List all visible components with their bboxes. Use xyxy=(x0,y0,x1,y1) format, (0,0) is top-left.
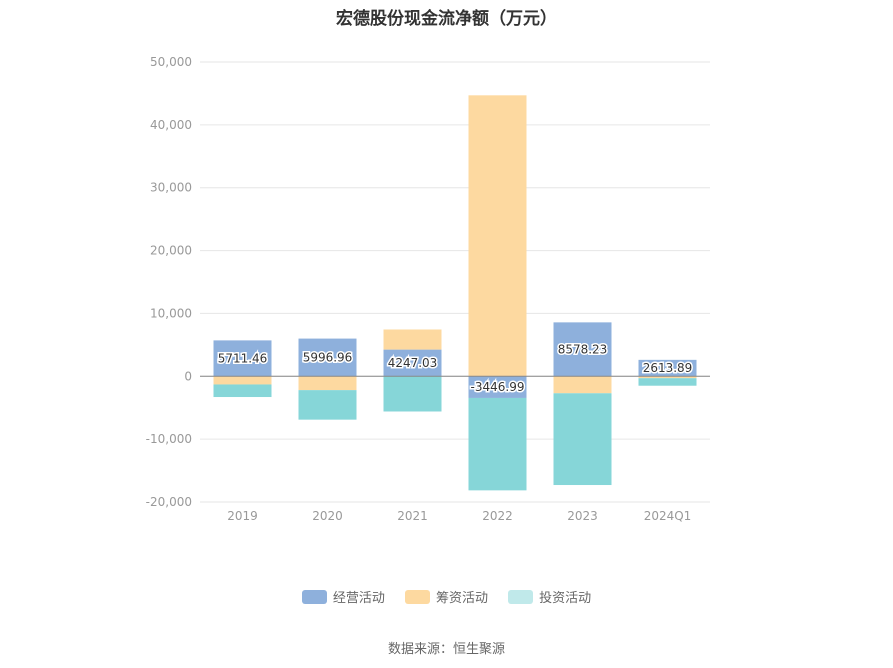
legend: 经营活动 筹资活动 投资活动 xyxy=(0,587,893,608)
chart-title: 宏德股份现金流净额（万元） xyxy=(336,9,557,29)
y-tick-label: 20,000 xyxy=(150,244,192,258)
bar-operating[interactable] xyxy=(298,338,357,377)
data-label: 2613.89 xyxy=(643,361,693,375)
y-tick-label: 50,000 xyxy=(150,55,192,69)
bar-investing[interactable] xyxy=(553,393,612,486)
y-tick-label: 0 xyxy=(184,369,192,383)
bar-investing[interactable] xyxy=(468,397,527,491)
legend-item-financing[interactable]: 筹资活动 xyxy=(404,587,488,606)
data-label: 4247.03 xyxy=(388,356,438,370)
y-tick-label: 40,000 xyxy=(150,118,192,132)
source-note: 数据来源：恒生聚源 xyxy=(387,642,505,657)
bar-layer xyxy=(213,95,697,491)
data-label: 5996.96 xyxy=(303,350,353,364)
bar-financing[interactable] xyxy=(298,376,357,391)
bar-operating[interactable] xyxy=(553,322,612,377)
x-tick-label: 2023 xyxy=(567,509,598,523)
y-tick-label: 30,000 xyxy=(150,181,192,195)
y-tick-label: -10,000 xyxy=(146,432,192,446)
bar-operating[interactable] xyxy=(383,349,442,377)
legend-swatch-financing xyxy=(404,589,430,604)
bar-financing[interactable] xyxy=(553,376,612,394)
legend-item-investing[interactable]: 投资活动 xyxy=(508,587,591,606)
bar-operating[interactable] xyxy=(468,376,527,398)
x-tick-label: 2021 xyxy=(397,509,428,523)
data-label: 5711.46 xyxy=(218,351,268,365)
legend-label-investing: 投资活动 xyxy=(539,591,592,606)
legend-label-operating: 经营活动 xyxy=(332,591,385,606)
x-tick-label: 2019 xyxy=(227,509,258,523)
grid-layer xyxy=(200,61,710,503)
bar-financing[interactable] xyxy=(213,376,272,385)
legend-item-operating[interactable]: 经营活动 xyxy=(301,587,385,606)
data-label: -3446.99 xyxy=(471,380,525,394)
bar-investing[interactable] xyxy=(383,376,442,412)
legend-swatch-investing xyxy=(508,589,534,604)
legend-swatch-operating xyxy=(301,589,327,604)
bar-investing[interactable] xyxy=(213,384,272,398)
data-label: 8578.23 xyxy=(558,342,608,356)
x-tick-label: 2020 xyxy=(312,509,343,523)
x-tick-label: 2024Q1 xyxy=(644,509,692,523)
axis-layer: 50,000 40,000 30,000 20,000 10,000 0 -10,000 -2… xyxy=(146,55,692,523)
bar-operating[interactable] xyxy=(638,359,697,377)
y-tick-label: 10,000 xyxy=(150,306,192,320)
bar-investing[interactable] xyxy=(638,378,697,386)
bar-financing[interactable] xyxy=(383,329,442,350)
label-layer: 5711.46 5996.96 4247.03 -3446.99 8578.23 2613… xyxy=(216,341,694,396)
y-tick-label: -20,000 xyxy=(146,495,192,509)
legend-label-financing: 筹资活动 xyxy=(435,591,488,606)
bar-financing[interactable] xyxy=(638,376,697,379)
bar-investing[interactable] xyxy=(298,390,357,420)
x-tick-label: 2022 xyxy=(482,509,513,523)
bar-operating[interactable] xyxy=(213,340,272,377)
bar-financing[interactable] xyxy=(468,95,527,377)
